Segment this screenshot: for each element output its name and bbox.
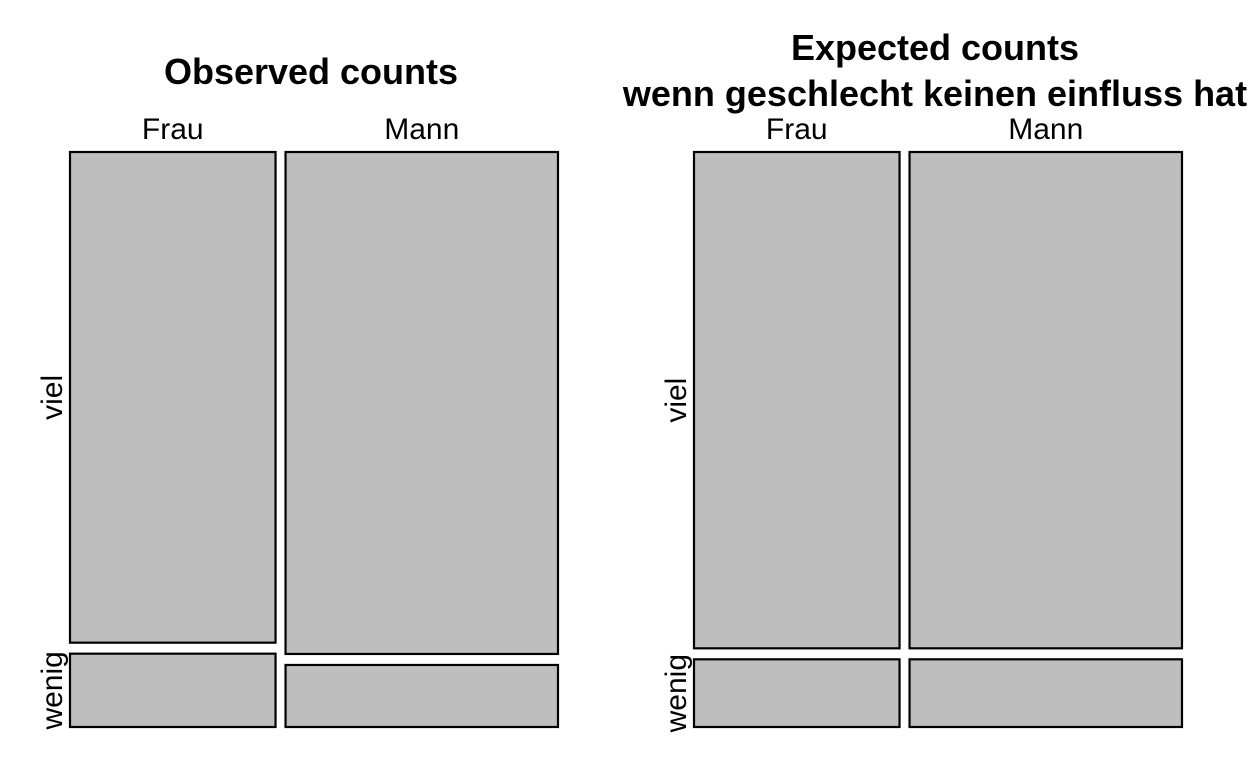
chart-title-line: Observed counts <box>164 51 458 92</box>
tile-mann-wenig <box>284 663 560 729</box>
chart-title-line: Expected counts <box>791 27 1079 68</box>
mosaic-panel-2: Expected counts wenn geschlecht keinen ei… <box>622 27 1247 733</box>
tile-frau-wenig <box>68 652 277 729</box>
chart-title-line: wenn geschlecht keinen einfluss hat <box>622 73 1247 114</box>
tile-mann-viel <box>284 150 560 656</box>
column-label-frau: Frau <box>142 113 204 146</box>
column-label-mann: Mann <box>384 113 459 146</box>
tile-frau-viel <box>68 150 277 644</box>
row-label-viel: viel <box>660 378 693 423</box>
row-label-viel: viel <box>36 375 69 420</box>
tile-frau-viel <box>692 150 901 650</box>
column-label-mann: Mann <box>1008 113 1083 146</box>
column-label-frau: Frau <box>766 113 828 146</box>
row-label-wenig: wenig <box>660 654 693 733</box>
row-label-wenig: wenig <box>36 651 69 730</box>
mosaic-panel-1: Observed counts Frau Mann viel wenig <box>36 51 560 731</box>
tile-mann-viel <box>908 150 1184 650</box>
tile-frau-wenig <box>692 658 901 729</box>
tile-mann-wenig <box>908 658 1184 729</box>
